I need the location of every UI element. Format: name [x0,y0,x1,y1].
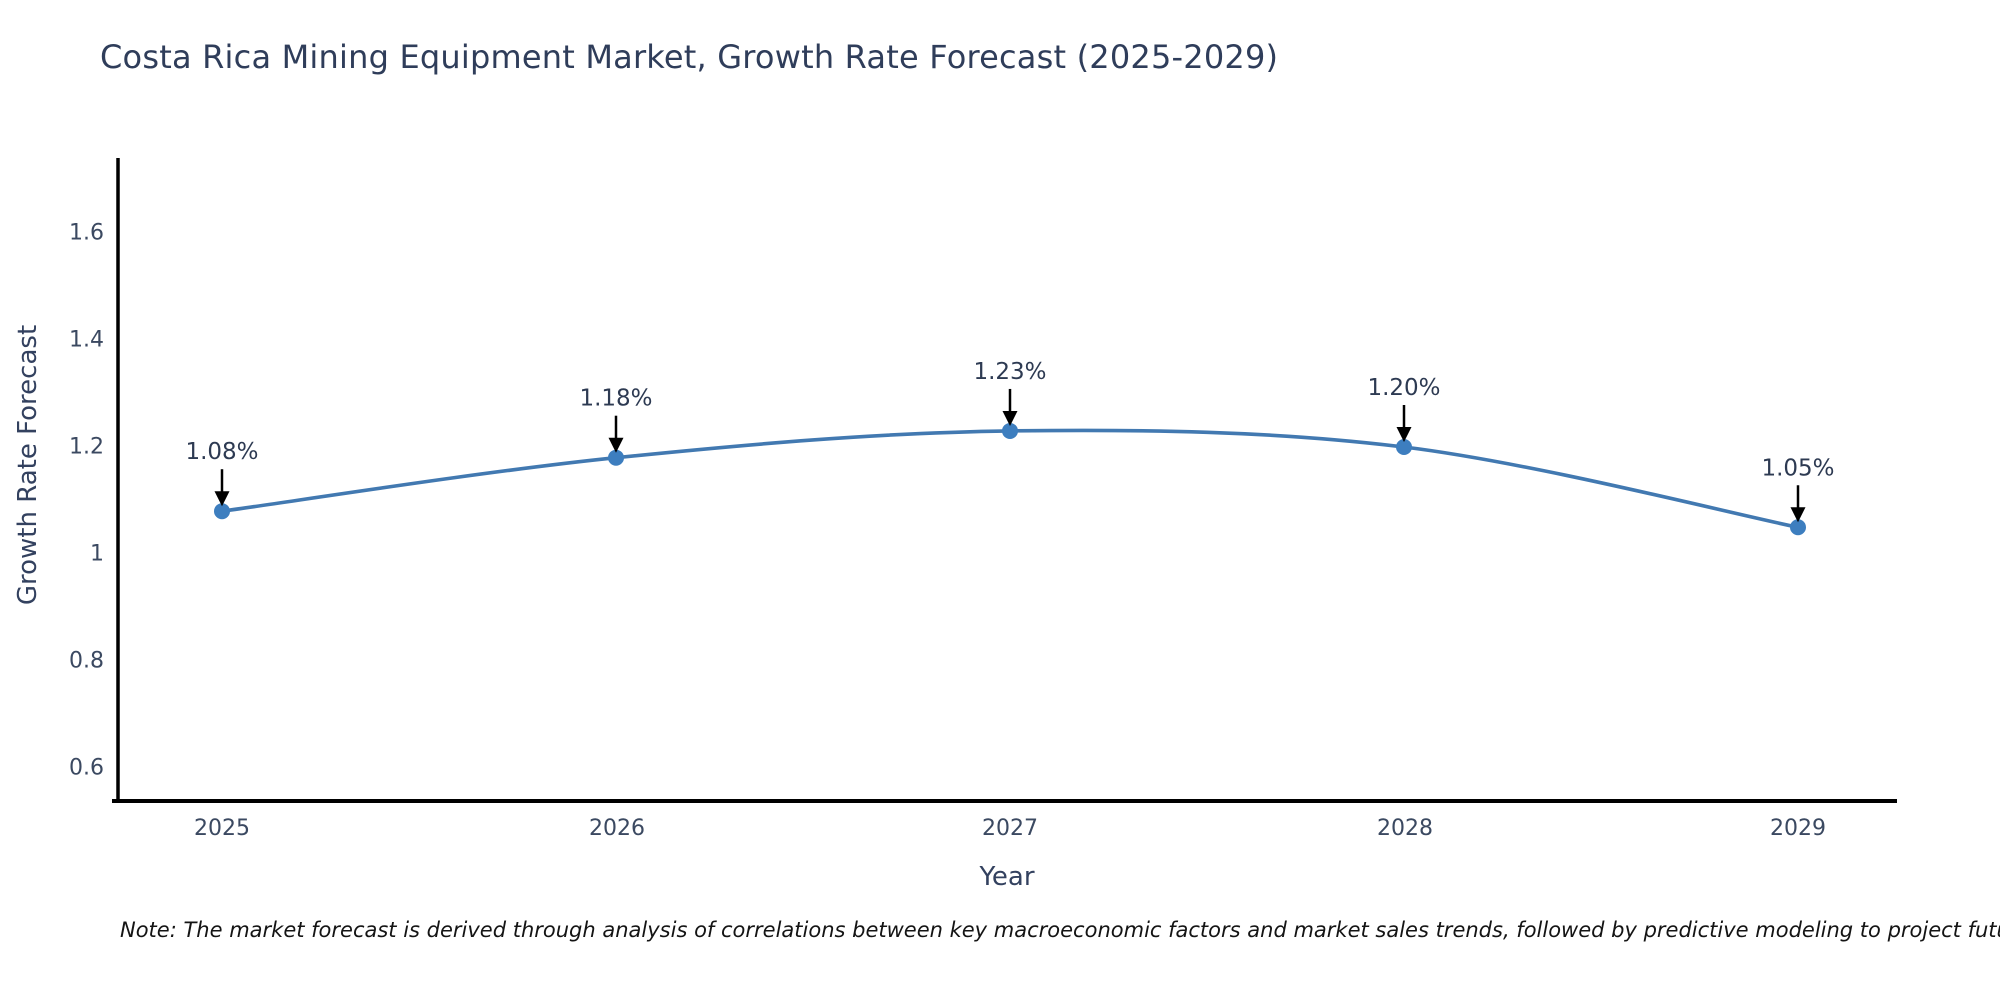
point-annotation: 1.08% [185,439,258,465]
series-line [220,428,1800,530]
annotation-arrowhead-icon [1396,427,1412,442]
annotation-arrowhead-icon [608,437,624,453]
y-tick-label: 1 [90,541,104,567]
annotation-arrowhead-icon [214,491,230,507]
annotation-arrowhead-icon [1002,410,1018,426]
x-tick-label: 2025 [194,816,250,841]
point-annotation: 1.23% [973,359,1046,385]
data-point-marker [1396,439,1412,455]
x-tick-label: 2027 [982,816,1038,841]
chart-title: Costa Rica Mining Equipment Market, Grow… [100,38,1279,76]
point-annotation: 1.05% [1761,455,1834,481]
data-point-marker [608,449,624,466]
y-tick-label: 1.2 [69,434,104,460]
data-point-marker [214,503,230,520]
x-tick-label: 2028 [1377,816,1433,841]
data-points-layer [214,422,1806,536]
y-tick-label: 1.4 [69,327,104,353]
x-tick-label: 2029 [1770,816,1826,841]
y-tick-label: 0.6 [69,755,104,781]
x-tick-label: 2026 [589,816,645,841]
point-annotation: 1.20% [1367,375,1440,401]
point-annotation: 1.18% [579,386,652,412]
y-tick-label: 0.8 [69,648,104,674]
annotations-layer: 1.08% 1.18% 1.23% 1.20% 1.05% [185,359,1835,523]
annotation-arrowhead-icon [1790,507,1806,523]
data-point-marker [1002,422,1018,439]
x-axis-title: Year [979,862,1035,892]
y-tick-label: 1.6 [69,220,104,246]
data-point-marker [1790,519,1806,536]
footnote: Note: The market forecast is derived thr… [120,918,2000,942]
